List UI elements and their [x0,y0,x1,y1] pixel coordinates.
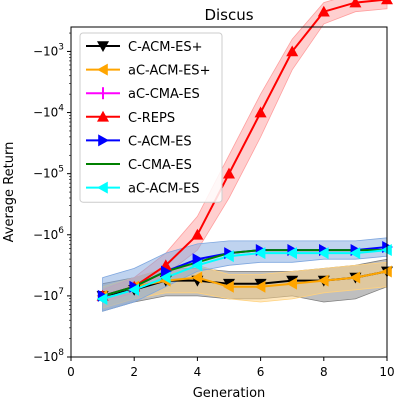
point-c-reps-8 [317,5,330,17]
x-tick-label: 2 [130,365,138,379]
confidence-bands [102,0,388,312]
x-tick-label: 8 [320,365,328,379]
x-tick-label: 0 [67,365,75,379]
point-ac-acm-es-6 [254,280,266,293]
point-ac-acm-es-5 [223,250,234,263]
legend-marker-c-reps [97,110,109,122]
series-markers [96,0,393,305]
y-axis-label: Average Return [2,142,17,243]
line-ac-acm-es [102,249,388,300]
y-tick-label: −105 [33,165,64,181]
legend-label-ac-acm-es: aC-ACM-ES [128,182,200,197]
legend-label-c-cma-es: C-CMA-ES [128,158,192,173]
x-tick-label: 4 [194,365,202,379]
point-c-reps-4 [191,228,204,240]
point-ac-acm-es-4 [191,271,203,284]
series-lines [102,0,388,300]
point-ac-acm-es-2 [128,283,139,296]
legend-box [79,32,223,203]
point-c-reps-5 [223,167,235,179]
chart-title: Discus [204,6,253,24]
y-axis-ticks: −108 −107 −106 −105 −104 −103 [33,32,71,364]
point-c-reps-9 [349,0,362,8]
point-ac-acm-es-9 [349,247,361,260]
point-c-reps-7 [286,45,299,57]
point-ac-acm-es-4 [191,259,203,272]
y-tick-label: −108 [33,348,64,364]
legend-label-ac-cma-es: aC-CMA-ES [128,87,200,102]
point-ac-acm-es-7 [286,247,297,260]
legend-label-c-acm-es: C-ACM-ES [128,134,192,149]
point-ac-acm-es-8 [317,247,329,260]
legend-marker-c-acm-es [98,134,109,147]
point-ac-acm-es-7 [286,277,297,290]
point-ac-acm-es-1 [96,292,108,305]
legend-marker-c-acm-es [97,41,109,52]
legend-label-ac-acm-es: aC-ACM-ES+ [128,64,210,79]
legend-label-c-acm-es: C-ACM-ES+ [128,40,203,55]
point-c-reps-10 [381,0,393,5]
point-ac-acm-es-5 [223,280,234,293]
legend: C-ACM-ES+ aC-ACM-ES+ aC-CMA-ES C-REPS C-ACM-… [79,32,223,203]
x-tick-label: 6 [257,365,265,379]
point-c-reps-6 [254,106,267,118]
point-c-acm-es-3 [161,265,172,278]
point-ac-acm-es-3 [159,271,171,284]
point-ac-acm-es-10 [381,244,392,257]
legend-marker-ac-acm-es [97,181,108,194]
x-axis-ticks: 0 2 4 6 8 10 [67,357,395,379]
legend-marker-ac-acm-es [97,63,108,76]
line-c-cma-es [102,249,387,297]
y-tick-label: −103 [33,42,64,58]
point-ac-acm-es-6 [254,247,266,260]
point-ac-acm-es-8 [317,274,329,287]
point-ac-acm-es-10 [381,265,392,278]
x-axis-label: Generation [193,386,266,400]
line-c-reps [102,0,388,297]
y-tick-label: −107 [33,287,64,303]
point-c-acm-es-4 [192,253,204,266]
legend-label-c-reps: C-REPS [128,111,175,126]
point-ac-acm-es-9 [349,271,361,284]
y-tick-label: −104 [33,104,64,120]
x-tick-label: 10 [379,365,394,379]
y-tick-label: −106 [33,226,64,242]
